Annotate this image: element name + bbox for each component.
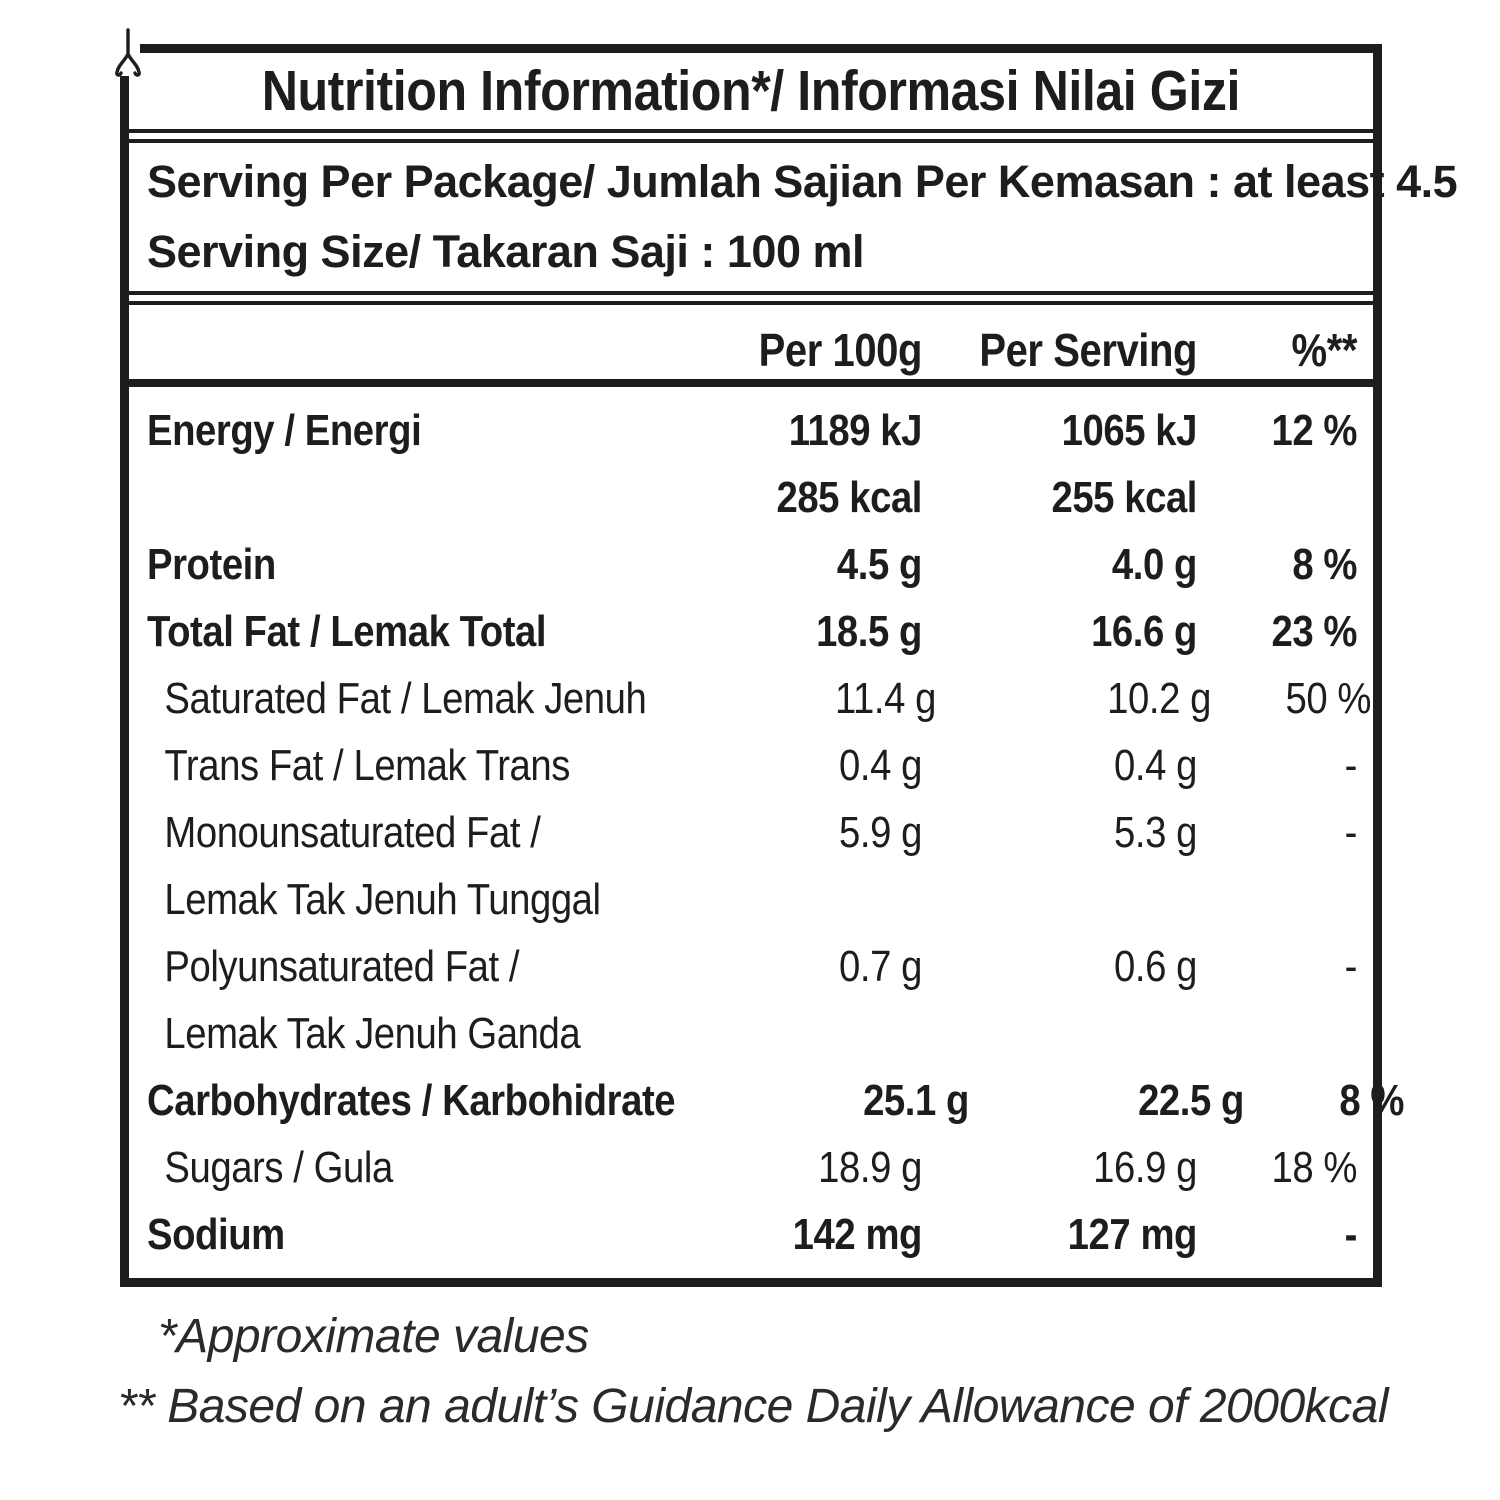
nutrient-name: Trans Fat / Lemak Trans xyxy=(164,741,570,790)
value-percent: - xyxy=(1344,808,1358,857)
nutrient-name: Polyunsaturated Fat / xyxy=(164,942,520,991)
value-per-100g: 11.4 g xyxy=(834,674,936,723)
table-row-energy: Energy / Energi 1189 kJ 1065 kJ 12 % xyxy=(147,397,1357,464)
value-per-serving: 22.5 g xyxy=(1138,1076,1245,1125)
nutrient-name: Carbohydrates / Karbohidrate xyxy=(147,1076,676,1125)
value-per-100g: 0.4 g xyxy=(839,741,922,790)
header-per-serving: Per Serving xyxy=(979,324,1197,376)
footnote-gda: ** Based on an adult’s Guidance Daily Al… xyxy=(118,1372,1404,1442)
value-percent: 50 % xyxy=(1285,674,1371,723)
value-per-100g: 1189 kJ xyxy=(788,406,923,455)
footnote-approximate: *Approximate values xyxy=(118,1302,1404,1372)
nutrient-name: Lemak Tak Jenuh Tunggal xyxy=(164,875,601,924)
value-percent: 18 % xyxy=(1271,1143,1357,1192)
serving-size-text: Serving Size/ Takaran Saji : 100 ml xyxy=(147,226,865,277)
table-row-saturated-fat: Saturated Fat / Lemak Jenuh 11.4 g 10.2 … xyxy=(147,665,1371,732)
divider-title xyxy=(129,129,1373,143)
value-per-100g: 0.7 g xyxy=(839,942,922,991)
header-percent: %** xyxy=(1291,324,1358,376)
nutrient-name: Total Fat / Lemak Total xyxy=(147,607,547,656)
serving-per-package: Serving Per Package/ Jumlah Sajian Per K… xyxy=(147,147,1458,217)
value-percent: 12 % xyxy=(1271,406,1357,455)
value-per-100g: 25.1 g xyxy=(863,1076,970,1125)
table-row-polyunsaturated-fat: Polyunsaturated Fat / 0.7 g 0.6 g - xyxy=(147,933,1357,1000)
value-percent: 23 % xyxy=(1271,607,1357,656)
table-row-protein: Protein 4.5 g 4.0 g 8 % xyxy=(147,531,1357,598)
serving-size: Serving Size/ Takaran Saji : 100 ml xyxy=(147,217,1359,287)
value-percent: - xyxy=(1344,741,1358,790)
value-per-100g: 4.5 g xyxy=(836,540,923,589)
table-row-sugars: Sugars / Gula 18.9 g 16.9 g 18 % xyxy=(147,1134,1357,1201)
nutrient-name: Saturated Fat / Lemak Jenuh xyxy=(164,674,647,723)
footnotes: *Approximate values ** Based on an adult… xyxy=(118,1302,1404,1442)
table-row-sodium: Sodium 142 mg 127 mg - xyxy=(147,1201,1357,1268)
value-percent xyxy=(1218,1000,1357,1067)
value-per-100g xyxy=(735,866,922,933)
value-percent xyxy=(1218,464,1357,531)
registration-mark-icon xyxy=(112,26,144,82)
nutrient-name: Lemak Tak Jenuh Ganda xyxy=(164,1009,581,1058)
nutrient-name: Sugars / Gula xyxy=(164,1143,393,1192)
table-row-polyunsaturated-fat-id: Lemak Tak Jenuh Ganda xyxy=(147,1000,1357,1067)
nutrient-name: Protein xyxy=(147,540,276,589)
value-per-100g: 5.9 g xyxy=(839,808,922,857)
value-percent xyxy=(1218,866,1357,933)
nutrient-name xyxy=(147,464,634,531)
header-per-100g: Per 100g xyxy=(758,324,923,376)
table-row-trans-fat: Trans Fat / Lemak Trans 0.4 g 0.4 g - xyxy=(147,732,1357,799)
value-per-100g: 18.9 g xyxy=(818,1143,922,1192)
table-title-text: Nutrition Information*/ Informasi Nilai … xyxy=(261,59,1241,123)
divider-header xyxy=(129,379,1373,387)
divider-serving xyxy=(129,291,1373,305)
value-percent: 8 % xyxy=(1292,540,1357,589)
value-per-serving: 0.6 g xyxy=(1114,942,1197,991)
footnote-gda-text: ** Based on an adult’s Guidance Daily Al… xyxy=(118,1380,1389,1433)
value-per-serving xyxy=(958,866,1197,933)
value-per-serving: 4.0 g xyxy=(1111,540,1198,589)
table-row-monounsaturated-fat: Monounsaturated Fat / 5.9 g 5.3 g - xyxy=(147,799,1357,866)
table-title: Nutrition Information*/ Informasi Nilai … xyxy=(129,53,1373,129)
value-per-100g: 18.5 g xyxy=(816,607,922,656)
nutrient-name: Sodium xyxy=(147,1210,285,1259)
value-per-serving: 0.4 g xyxy=(1114,741,1197,790)
column-headers: Per 100g Per Serving %** xyxy=(129,305,1373,379)
nutrient-rows: Energy / Energi 1189 kJ 1065 kJ 12 % 285… xyxy=(129,387,1404,1278)
value-percent: - xyxy=(1344,942,1358,991)
value-percent: 8 % xyxy=(1339,1076,1405,1125)
value-per-serving: 255 kcal xyxy=(1051,473,1197,522)
value-per-100g: 285 kcal xyxy=(776,473,922,522)
value-per-serving: 10.2 g xyxy=(1107,674,1211,723)
nutrition-table: Nutrition Information*/ Informasi Nilai … xyxy=(120,44,1458,1287)
value-percent: - xyxy=(1344,1210,1358,1259)
table-row-monounsaturated-fat-id: Lemak Tak Jenuh Tunggal xyxy=(147,866,1357,933)
serving-per-package-text: Serving Per Package/ Jumlah Sajian Per K… xyxy=(147,156,1458,207)
nutrient-name: Monounsaturated Fat / xyxy=(164,808,541,857)
table-row-total-fat: Total Fat / Lemak Total 18.5 g 16.6 g 23… xyxy=(147,598,1357,665)
value-per-serving xyxy=(958,1000,1197,1067)
table-row-carbohydrates: Carbohydrates / Karbohidrate 25.1 g 22.5… xyxy=(147,1067,1404,1134)
value-per-100g: 142 mg xyxy=(792,1210,923,1259)
serving-info: Serving Per Package/ Jumlah Sajian Per K… xyxy=(129,143,1458,291)
value-per-100g xyxy=(735,1000,922,1067)
value-per-serving: 127 mg xyxy=(1067,1210,1198,1259)
value-per-serving: 16.9 g xyxy=(1093,1143,1197,1192)
value-per-serving: 5.3 g xyxy=(1114,808,1197,857)
value-per-serving: 16.6 g xyxy=(1091,607,1197,656)
table-row-energy-kcal: 285 kcal 255 kcal xyxy=(147,464,1357,531)
value-per-serving: 1065 kJ xyxy=(1061,406,1198,455)
footnote-approximate-text: *Approximate values xyxy=(158,1310,589,1363)
nutrient-name: Energy / Energi xyxy=(147,406,422,455)
